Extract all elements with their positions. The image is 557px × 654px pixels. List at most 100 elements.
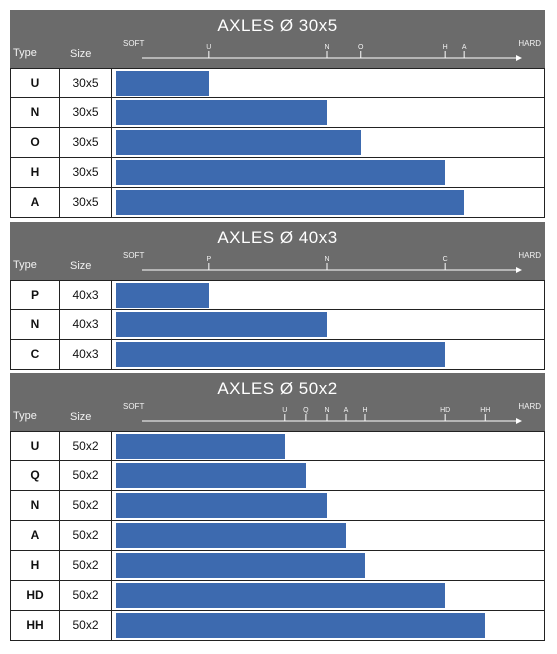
scale-tick-label: U [206,44,211,51]
scale-tick-label: A [344,407,349,414]
axle-chart-50x2: AXLES Ø 50x2 Type Size SOFT HARD U Q N A H HD HH U 50… [10,373,545,641]
column-header-size: Size [70,48,92,60]
bar-track [112,310,545,340]
axle-type-cell: P [10,280,60,310]
bar-track [112,340,545,370]
table-row: HD 50x2 [10,581,545,611]
chart-header: AXLES Ø 50x2 Type Size SOFT HARD U Q N A H HD HH [10,373,545,431]
axle-size-cell: 40x3 [60,310,112,340]
hardness-bar [116,190,465,215]
column-header-size: Size [70,411,92,423]
scale-tick-label: Q [303,407,309,414]
table-row: N 50x2 [10,491,545,521]
bar-track [112,98,545,128]
scale-label-hard: HARD [518,402,541,411]
hardness-scale: U Q N A H HD HH [142,407,522,424]
scale-tick-label: H [362,407,367,414]
axle-size-cell: 50x2 [60,611,112,641]
table-row: U 50x2 [10,431,545,461]
axle-type-cell: U [10,68,60,98]
bar-track [112,491,545,521]
scale-tick-label: H [443,44,448,51]
hardness-bar [116,613,486,638]
table-row: H 30x5 [10,158,545,188]
scale-tick-label: N [324,407,329,414]
scale-tick-label: A [462,44,467,51]
axle-size-cell: 50x2 [60,521,112,551]
hardness-bar [116,583,446,608]
hardness-bar [116,434,285,459]
axle-size-cell: 50x2 [60,551,112,581]
scale-label-soft: SOFT [123,402,145,411]
axle-type-cell: A [10,521,60,551]
bar-track [112,431,545,461]
axle-size-cell: 30x5 [60,128,112,158]
hardness-bar [116,283,209,308]
hardness-bar [116,342,446,367]
axle-size-cell: 30x5 [60,158,112,188]
table-row: O 30x5 [10,128,545,158]
axle-type-cell: HD [10,581,60,611]
bar-track [112,611,545,641]
bar-track [112,128,545,158]
axle-type-cell: H [10,551,60,581]
axle-type-cell: O [10,128,60,158]
chart-header: AXLES Ø 40x3 Type Size SOFT HARD P N C [10,222,545,280]
axle-type-cell: N [10,310,60,340]
scale-arrow-head [516,55,522,61]
chart-header: AXLES Ø 30x5 Type Size SOFT HARD U N O H A [10,10,545,68]
hardness-bar [116,463,306,488]
column-header-type: Type [13,259,37,271]
column-header-type: Type [13,47,37,59]
scale-tick-label: U [282,407,287,414]
table-row: U 30x5 [10,68,545,98]
axle-type-cell: H [10,158,60,188]
hardness-bar [116,160,446,185]
hardness-bar [116,553,365,578]
scale-tick-label: P [207,256,212,263]
hardness-bar [116,493,327,518]
bar-track [112,461,545,491]
axle-type-cell: A [10,188,60,218]
table-row: A 50x2 [10,521,545,551]
scale-arrow-head [516,418,522,424]
hardness-bar [116,71,209,96]
axle-size-cell: 40x3 [60,340,112,370]
bar-track [112,188,545,218]
axle-type-cell: C [10,340,60,370]
bar-track [112,158,545,188]
hardness-bar [116,312,327,337]
scale-tick-label: HD [440,407,450,414]
hardness-bar [116,130,361,155]
axle-size-cell: 50x2 [60,581,112,611]
table-row: C 40x3 [10,340,545,370]
hardness-bar [116,100,327,125]
table-row: N 40x3 [10,310,545,340]
table-row: N 30x5 [10,98,545,128]
scale-label-hard: HARD [518,39,541,48]
scale-tick-label: N [324,256,329,263]
axle-type-cell: U [10,431,60,461]
axle-size-cell: 50x2 [60,461,112,491]
axle-chart-40x3: AXLES Ø 40x3 Type Size SOFT HARD P N C P 40x3 N 40x… [10,222,545,370]
scale-label-hard: HARD [518,251,541,260]
axle-type-cell: N [10,491,60,521]
axle-size-cell: 40x3 [60,280,112,310]
axle-size-cell: 50x2 [60,491,112,521]
axle-type-cell: N [10,98,60,128]
hardness-bar [116,523,346,548]
table-row: A 30x5 [10,188,545,218]
bar-track [112,280,545,310]
axle-type-cell: Q [10,461,60,491]
table-row: HH 50x2 [10,611,545,641]
chart-title: AXLES Ø 40x3 [217,228,338,247]
table-row: H 50x2 [10,551,545,581]
bar-track [112,581,545,611]
axle-size-cell: 30x5 [60,98,112,128]
bar-track [112,521,545,551]
scale-tick-label: HH [480,407,490,414]
scale-tick-label: C [443,256,448,263]
